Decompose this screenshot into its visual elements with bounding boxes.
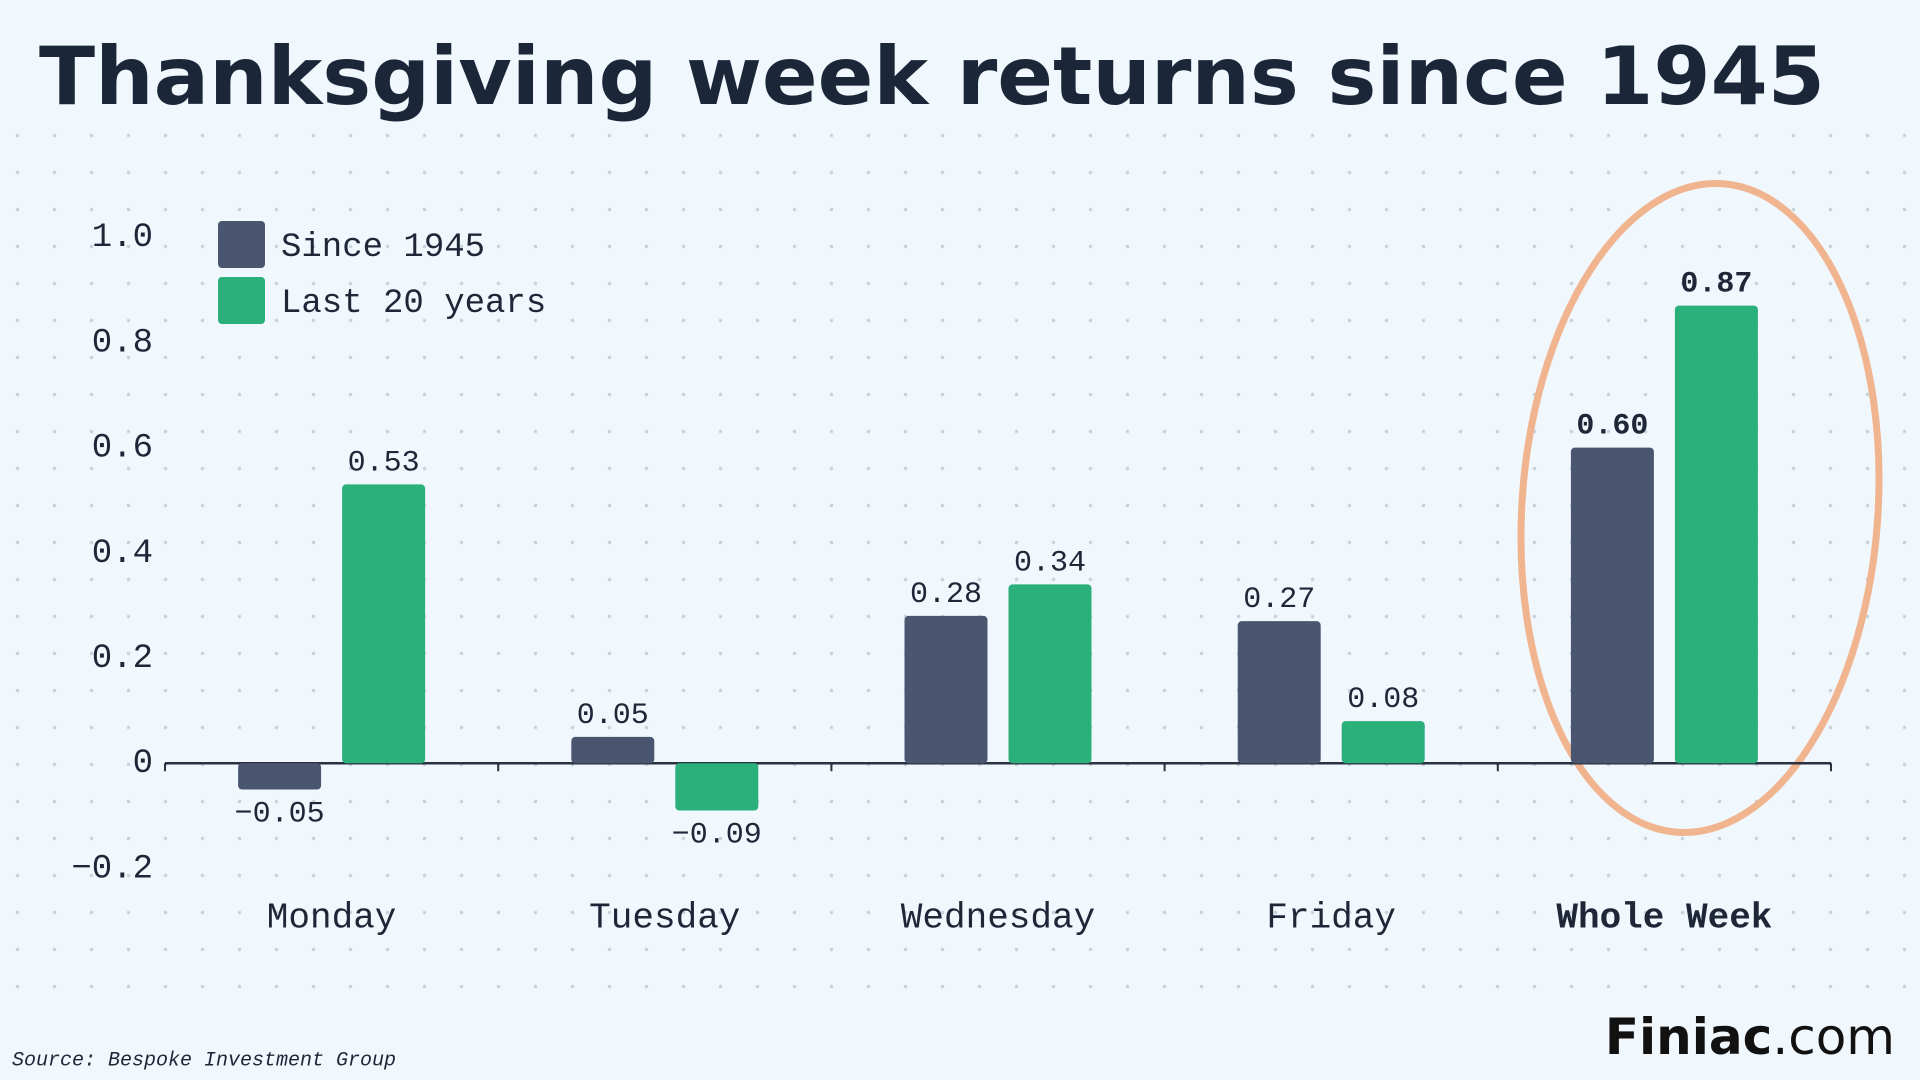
value-label: −0.09 — [672, 818, 762, 852]
value-label: 0.34 — [1014, 546, 1086, 580]
bar — [1237, 621, 1321, 764]
y-tick-label: 0.6 — [92, 430, 153, 468]
bar — [675, 763, 759, 811]
legend-label: Since 1945 — [281, 229, 485, 267]
bar — [1341, 721, 1425, 764]
source: Source: Bespoke Investment Group — [12, 1049, 396, 1072]
y-tick-label: 1.0 — [92, 219, 153, 257]
brand-suffix: .com — [1772, 1008, 1895, 1066]
x-tick-label: Whole Week — [1556, 898, 1772, 939]
value-label: 0.08 — [1347, 683, 1419, 717]
value-label: 0.28 — [910, 578, 982, 612]
value-label: 0.27 — [1243, 583, 1315, 617]
chart-title: Thanksgiving week returns since 1945 — [39, 30, 1825, 123]
legend-label: Last 20 years — [281, 285, 546, 323]
bar — [904, 615, 988, 764]
footer-band — [0, 1000, 1920, 1080]
value-label: 0.53 — [348, 446, 420, 480]
y-tick-label: 0.8 — [92, 324, 153, 362]
y-tick-label: 0.2 — [92, 640, 153, 678]
x-tick-label: Monday — [267, 898, 397, 939]
y-tick-label: −0.2 — [71, 850, 153, 888]
value-label: 0.87 — [1680, 268, 1752, 302]
title-band — [0, 0, 1920, 130]
x-tick-label: Tuesday — [589, 898, 740, 939]
bar — [1674, 305, 1758, 764]
legend-swatch — [218, 221, 265, 268]
bar — [1008, 584, 1092, 764]
bar — [342, 484, 426, 764]
value-label: 0.60 — [1576, 410, 1648, 444]
value-label: 0.05 — [577, 699, 649, 733]
highlight-ellipse — [1517, 180, 1883, 836]
y-tick-label: 0.4 — [92, 535, 153, 573]
x-tick-label: Wednesday — [901, 898, 1095, 939]
bar — [571, 736, 655, 764]
legend-swatch — [218, 277, 265, 324]
value-label: −0.05 — [235, 797, 325, 831]
brand-name: Finiac — [1605, 1008, 1772, 1066]
bar — [1570, 447, 1654, 764]
brand: Finiac.com — [1605, 1008, 1895, 1066]
x-tick-label: Friday — [1266, 898, 1396, 939]
bar — [238, 763, 322, 790]
y-tick-label: 0 — [133, 745, 153, 783]
